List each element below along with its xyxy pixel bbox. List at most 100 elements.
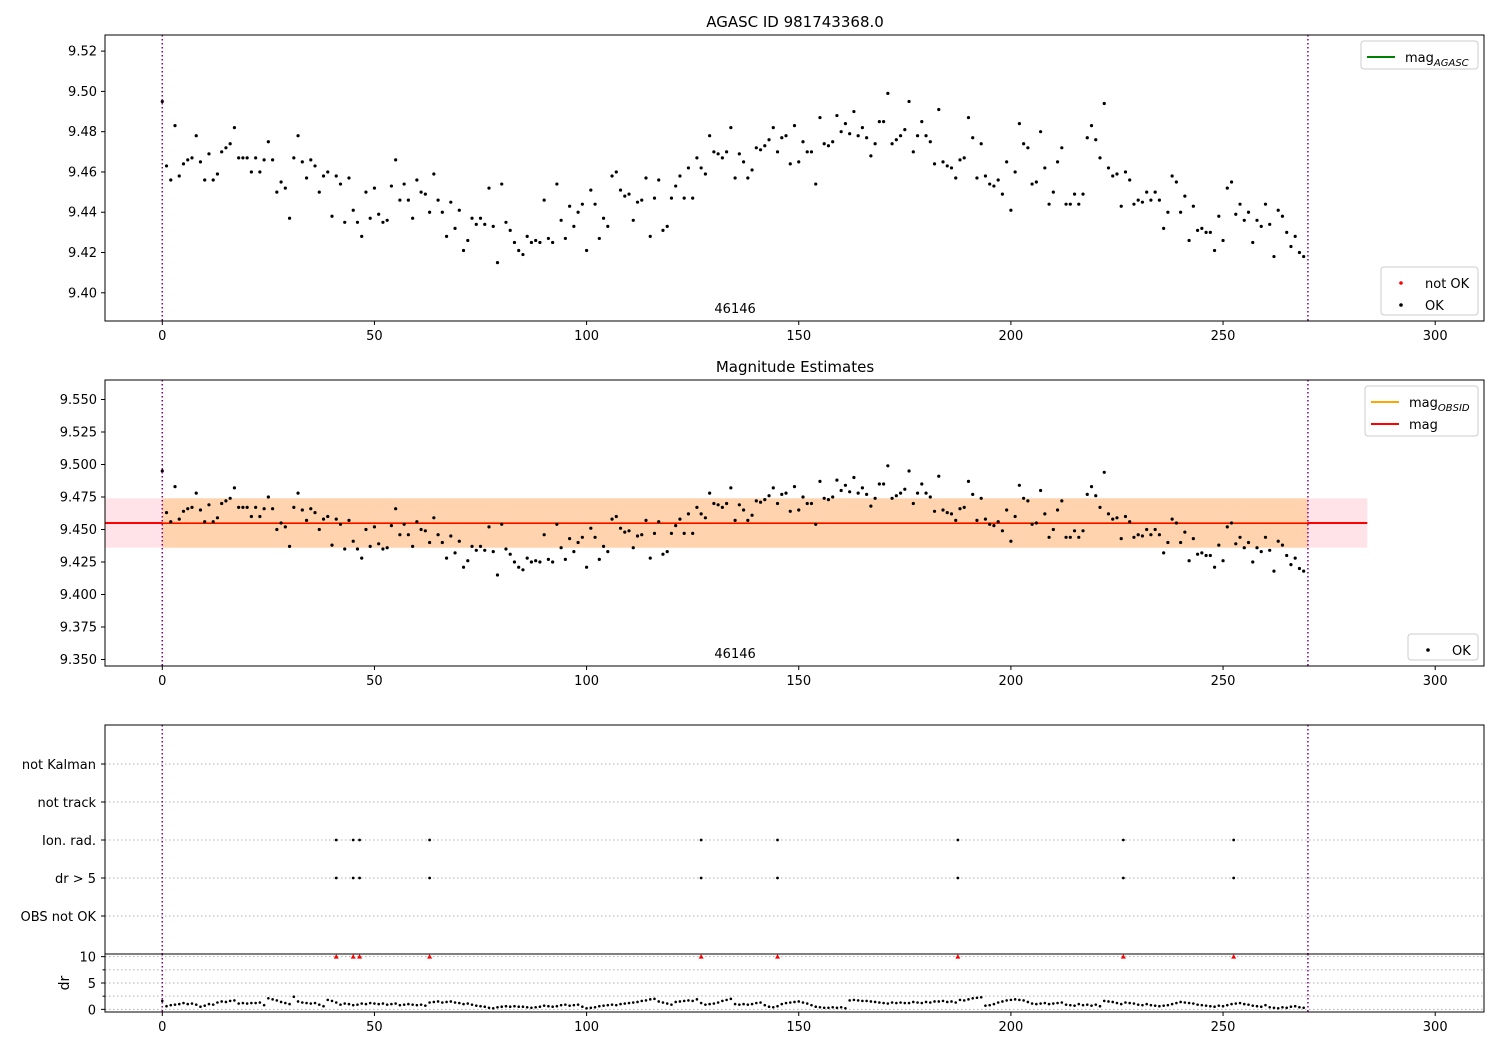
dr-data-point: [1107, 1000, 1110, 1003]
dr-data-point: [347, 1002, 351, 1006]
dr-data-point: [1289, 1005, 1293, 1009]
agasc-data-point: [741, 160, 746, 164]
dr-data-point: [1162, 1004, 1165, 1007]
dr-data-point: [513, 1004, 516, 1008]
dr-data-point: [1183, 1001, 1187, 1004]
flag-category-label: Ion. rad.: [42, 834, 96, 849]
estimates-data-point: [228, 496, 232, 500]
dr-data-point: [682, 999, 686, 1003]
dr-data-point: [1136, 1003, 1140, 1006]
dr-data-point: [521, 1005, 525, 1009]
agasc-data-point: [508, 228, 512, 232]
estimates-data-point: [317, 527, 321, 532]
flag-event-point: [699, 876, 703, 880]
estimates-y-tick-label: 9.550: [60, 393, 97, 408]
agasc-data-point: [224, 146, 228, 150]
agasc-bottom-legend-box: [1380, 266, 1479, 316]
agasc-data-point: [1280, 214, 1285, 218]
estimates-data-point: [788, 509, 792, 513]
estimates-data-point: [712, 501, 716, 506]
dr-data-point: [1302, 1006, 1305, 1010]
estimates-data-point: [1297, 566, 1302, 571]
agasc-data-point: [385, 218, 389, 222]
estimates-data-point: [534, 559, 538, 563]
dr-data-point: [483, 1005, 487, 1009]
estimates-y-tick-label: 9.500: [60, 458, 97, 473]
dr-data-point: [924, 1000, 928, 1004]
agasc-data-point: [228, 142, 232, 146]
dr-gridlines: [105, 956, 1484, 1010]
agasc-data-point: [1153, 190, 1157, 194]
estimates-data-point: [1263, 535, 1268, 539]
estimates-data-point: [389, 524, 394, 528]
agasc-data-point: [962, 156, 966, 160]
agasc-data-point: [1009, 208, 1013, 212]
dr-y-axis-label: dr: [57, 975, 73, 990]
agasc-data-point: [207, 152, 211, 156]
dr-data-point: [211, 1003, 215, 1006]
dr-data-point: [474, 1004, 478, 1007]
dr-data-point: [390, 1002, 393, 1006]
estimates-data-point: [703, 516, 708, 520]
agasc-data-point: [364, 190, 368, 194]
agasc-data-point: [843, 122, 848, 126]
dr-data-point: [691, 999, 694, 1003]
agasc-data-point: [398, 198, 402, 202]
agasc-data-point: [767, 138, 771, 142]
dr-data-point: [865, 999, 868, 1003]
estimates-data-point: [975, 518, 979, 523]
dr-data-point: [1272, 1006, 1276, 1010]
estimates-data-point: [763, 498, 767, 502]
estimates-data-point: [232, 486, 237, 490]
dr-data-point: [835, 1006, 839, 1010]
dr-data-point: [988, 1003, 991, 1007]
dr-data-point: [500, 1005, 504, 1009]
estimates-data-point: [920, 482, 924, 486]
estimates-data-point: [398, 533, 402, 537]
estimates-data-point: [686, 512, 691, 516]
flag-event-point: [699, 838, 703, 842]
estimates-data-point: [495, 573, 500, 577]
agasc-data-point: [903, 128, 907, 132]
estimates-data-point: [428, 540, 432, 545]
dr-data-point: [441, 1001, 444, 1004]
dr-data-point: [589, 1006, 593, 1010]
agasc-data-point: [1183, 194, 1187, 198]
agasc-data-point: [949, 166, 954, 170]
agasc-data-point: [644, 176, 648, 180]
flag-event-point: [1232, 876, 1236, 880]
dr-data-point: [1111, 1000, 1115, 1004]
agasc-data-point: [1106, 166, 1111, 170]
agasc-data-point: [534, 238, 538, 243]
agasc-data-point: [237, 156, 241, 160]
dr-data-point: [288, 1002, 291, 1006]
estimates-data-point: [287, 544, 292, 549]
agasc-data-point: [572, 224, 576, 228]
agasc-bottom-legend-label: OK: [1425, 299, 1444, 314]
agasc-data-point: [381, 220, 385, 224]
estimates-data-point: [1009, 539, 1013, 543]
agasc-data-point: [580, 202, 584, 206]
estimates-data-point: [631, 546, 635, 550]
dr-data-point: [572, 1003, 576, 1007]
estimates-data-point: [262, 507, 266, 511]
estimates-data-point: [330, 543, 334, 547]
dr-data-point: [1090, 1004, 1093, 1007]
agasc-data-point: [1200, 226, 1204, 230]
estimates-data-point: [699, 512, 703, 516]
estimates-data-point: [1072, 529, 1077, 533]
agasc-data-point: [818, 115, 822, 120]
dr-data-point: [1298, 1005, 1301, 1009]
estimates-data-point: [394, 507, 398, 511]
estimates-data-point: [1217, 543, 1221, 547]
estimates-data-point: [737, 503, 741, 507]
dr-data-point: [699, 1001, 703, 1005]
estimates-data-point: [338, 522, 343, 526]
estimates-data-point: [648, 556, 652, 560]
dr-data-point: [173, 1003, 177, 1006]
estimates-data-point: [966, 479, 971, 483]
dr-data-point: [788, 1001, 792, 1004]
agasc-data-point: [249, 170, 253, 174]
estimates-data-point: [1221, 559, 1225, 563]
dr-data-point: [271, 998, 274, 1001]
